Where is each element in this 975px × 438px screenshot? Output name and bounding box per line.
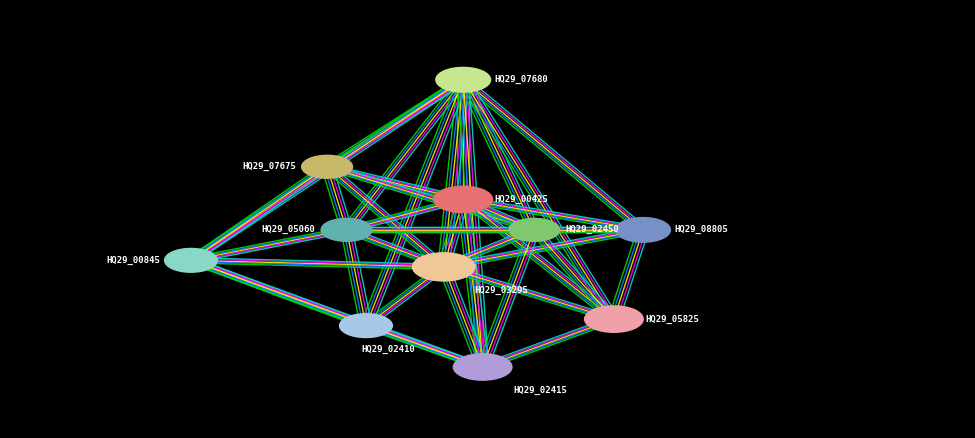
Text: HQ29_05060: HQ29_05060 <box>261 225 316 234</box>
Text: HQ29_05825: HQ29_05825 <box>645 314 699 324</box>
Text: HQ29_02450: HQ29_02450 <box>566 225 619 234</box>
Circle shape <box>585 306 644 332</box>
Circle shape <box>453 354 512 380</box>
Circle shape <box>321 219 371 241</box>
Text: HQ29_07675: HQ29_07675 <box>242 162 296 171</box>
Circle shape <box>412 253 475 281</box>
Text: HQ29_03295: HQ29_03295 <box>475 286 528 295</box>
Text: HQ29_02415: HQ29_02415 <box>514 386 567 396</box>
Text: HQ29_02410: HQ29_02410 <box>361 345 414 354</box>
Text: HQ29_00845: HQ29_00845 <box>106 256 160 265</box>
Text: HQ29_00425: HQ29_00425 <box>494 195 548 204</box>
Circle shape <box>302 155 352 178</box>
Text: HQ29_08805: HQ29_08805 <box>674 225 728 234</box>
Text: HQ29_07680: HQ29_07680 <box>494 75 548 84</box>
Circle shape <box>434 186 492 212</box>
Circle shape <box>509 219 560 241</box>
Circle shape <box>339 314 392 337</box>
Circle shape <box>436 67 490 92</box>
Circle shape <box>616 218 670 242</box>
Circle shape <box>165 249 217 272</box>
